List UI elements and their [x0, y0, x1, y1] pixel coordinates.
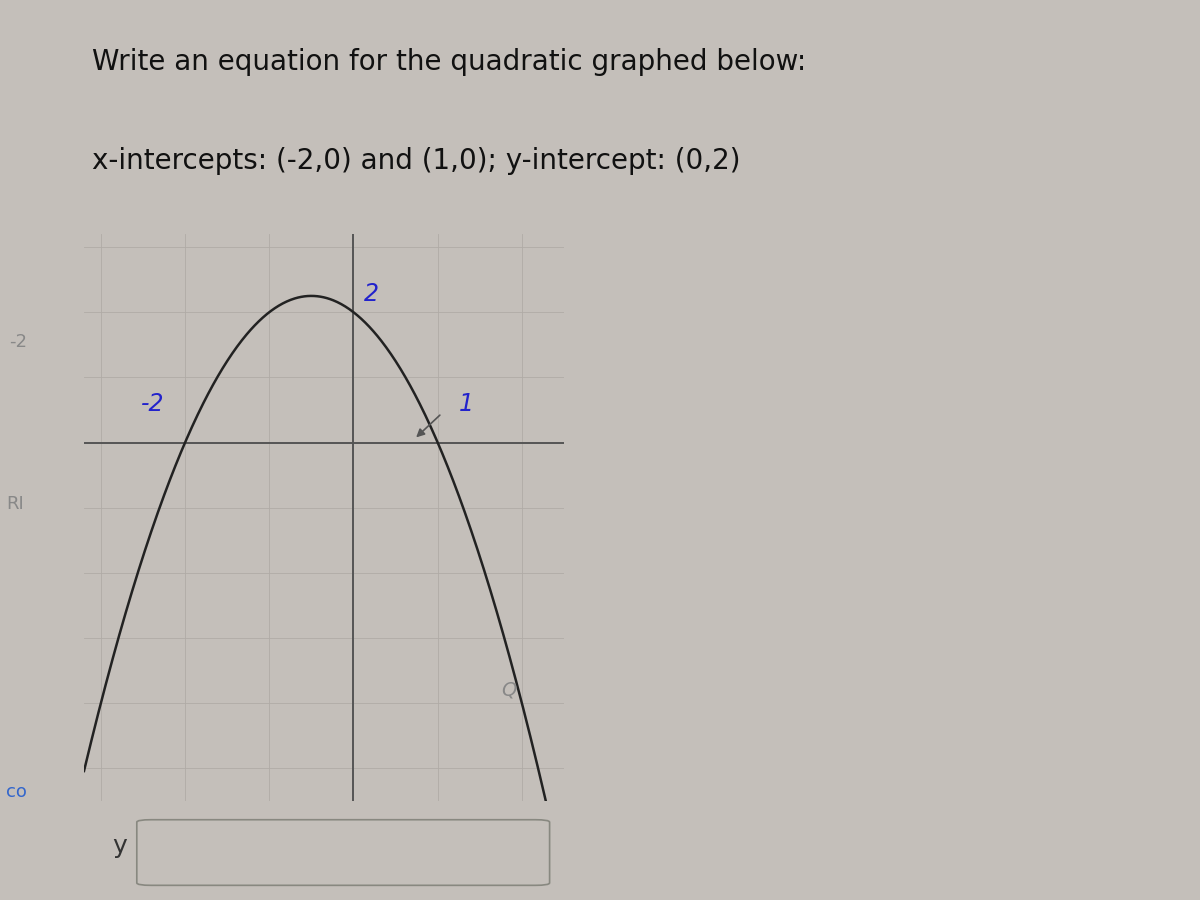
- Text: x-intercepts: (-2,0) and (1,0); y-intercept: (0,2): x-intercepts: (-2,0) and (1,0); y-interc…: [92, 147, 740, 175]
- Text: 2: 2: [364, 282, 378, 306]
- Text: -2: -2: [140, 392, 164, 417]
- Text: Q: Q: [502, 680, 517, 699]
- Text: RI: RI: [6, 495, 24, 513]
- Text: Write an equation for the quadratic graphed below:: Write an equation for the quadratic grap…: [92, 48, 806, 76]
- Text: co: co: [6, 783, 26, 801]
- Text: y =: y =: [113, 834, 156, 859]
- Text: -2: -2: [10, 333, 28, 351]
- Text: 1: 1: [458, 392, 474, 417]
- FancyBboxPatch shape: [137, 820, 550, 886]
